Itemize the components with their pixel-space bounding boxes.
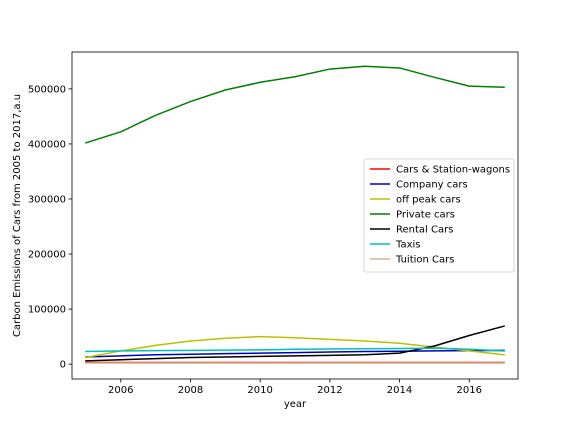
series-line [85,325,505,362]
y-axis-ticks: 0 100000 200000 300000 400000 500000 [28,84,72,371]
legend-label: Tuition Cars [395,255,454,266]
x-tick-label: 2014 [387,385,412,396]
y-tick-label: 300000 [28,194,66,205]
series-line [84,65,505,144]
x-tick-label: 2008 [178,385,203,396]
legend-label: Cars & Station-wagons [396,165,510,176]
legend-label: Taxis [395,240,421,251]
legend: Cars & Station-wagons Company cars off pea… [363,158,515,273]
series-line [85,349,505,358]
series-line [85,335,505,359]
legend-box [363,158,515,273]
series-line [85,347,505,353]
y-tick-label: 400000 [28,139,66,150]
x-axis-label: year [284,399,307,410]
x-tick-label: 2006 [108,385,133,396]
x-tick-label: 2016 [456,385,481,396]
legend-label: off peak cars [396,195,461,206]
y-axis-label: Carbon Emissions of Cars from 2005 to 20… [12,94,23,337]
y-tick-label: 200000 [28,250,66,261]
y-tick-label: 500000 [28,84,66,95]
legend-label: Company cars [396,180,468,191]
x-tick-label: 2012 [317,385,342,396]
legend-label: Private cars [396,210,455,221]
y-tick-label: 0 [60,360,66,371]
legend-label: Rental Cars [396,225,453,236]
x-axis-ticks: 2006 2008 2010 2012 2014 2016 [108,379,482,396]
axes-frame [71,51,519,380]
x-tick-label: 2010 [247,385,272,396]
y-tick-label: 100000 [28,305,66,316]
series-layer [84,65,505,364]
